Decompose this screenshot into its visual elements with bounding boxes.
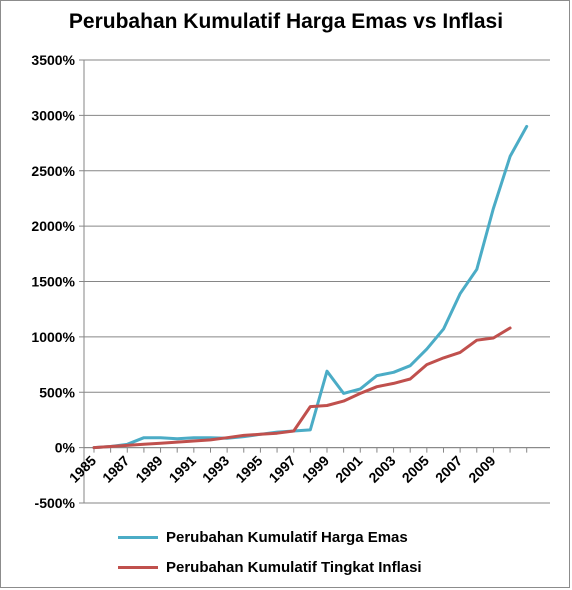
legend: Perubahan Kumulatif Harga Emas Perubahan… xyxy=(118,522,422,582)
x-tick-label: 1997 xyxy=(265,452,298,485)
x-tick-label: 2007 xyxy=(432,452,465,485)
gridlines xyxy=(84,59,550,504)
chart-title: Perubahan Kumulatif Harga Emas vs Inflas… xyxy=(68,10,504,33)
legend-item-inflation: Perubahan Kumulatif Tingkat Inflasi xyxy=(118,552,422,582)
x-tick-label: 1989 xyxy=(132,452,165,485)
x-tick-label: 1995 xyxy=(232,452,265,485)
x-tick-label: 1991 xyxy=(166,452,199,485)
y-tick-label: 2000% xyxy=(31,218,75,234)
series-line-inflation xyxy=(92,326,512,450)
y-tick-label: 0% xyxy=(55,440,76,456)
legend-label-inflation: Perubahan Kumulatif Tingkat Inflasi xyxy=(166,558,422,576)
series-lines xyxy=(92,124,529,450)
legend-swatch-gold xyxy=(118,535,158,539)
x-tick-label: 1999 xyxy=(299,452,332,485)
x-tick-label: 1987 xyxy=(99,452,132,485)
x-tick-label: 2001 xyxy=(332,452,365,485)
y-axis-ticks: -500% 0% 500% 1000% 1500% 2000% 2500% 3000% 3500… xyxy=(31,52,75,511)
series-line-gold xyxy=(92,124,529,450)
legend-item-gold: Perubahan Kumulatif Harga Emas xyxy=(118,522,422,552)
x-tick-label: 2009 xyxy=(465,452,498,485)
x-tick-label: 1993 xyxy=(199,452,232,485)
y-tick-label: 3500% xyxy=(31,52,75,68)
y-tick-label: -500% xyxy=(35,495,76,511)
x-tick-label: 2005 xyxy=(399,452,432,485)
x-tick-label: 2003 xyxy=(365,452,398,485)
legend-label-gold: Perubahan Kumulatif Harga Emas xyxy=(166,528,408,546)
axes xyxy=(79,59,550,504)
x-tick-label: 1985 xyxy=(66,452,99,485)
y-tick-label: 2500% xyxy=(31,163,75,179)
legend-swatch-inflation xyxy=(118,565,158,569)
y-tick-label: 500% xyxy=(39,384,75,400)
x-axis-ticks: 1985 1987 1989 1991 1993 1995 1997 1999 2001 2003… xyxy=(66,452,499,485)
y-tick-label: 3000% xyxy=(31,107,75,123)
y-tick-label: 1500% xyxy=(31,274,75,290)
y-tick-label: 1000% xyxy=(31,329,75,345)
